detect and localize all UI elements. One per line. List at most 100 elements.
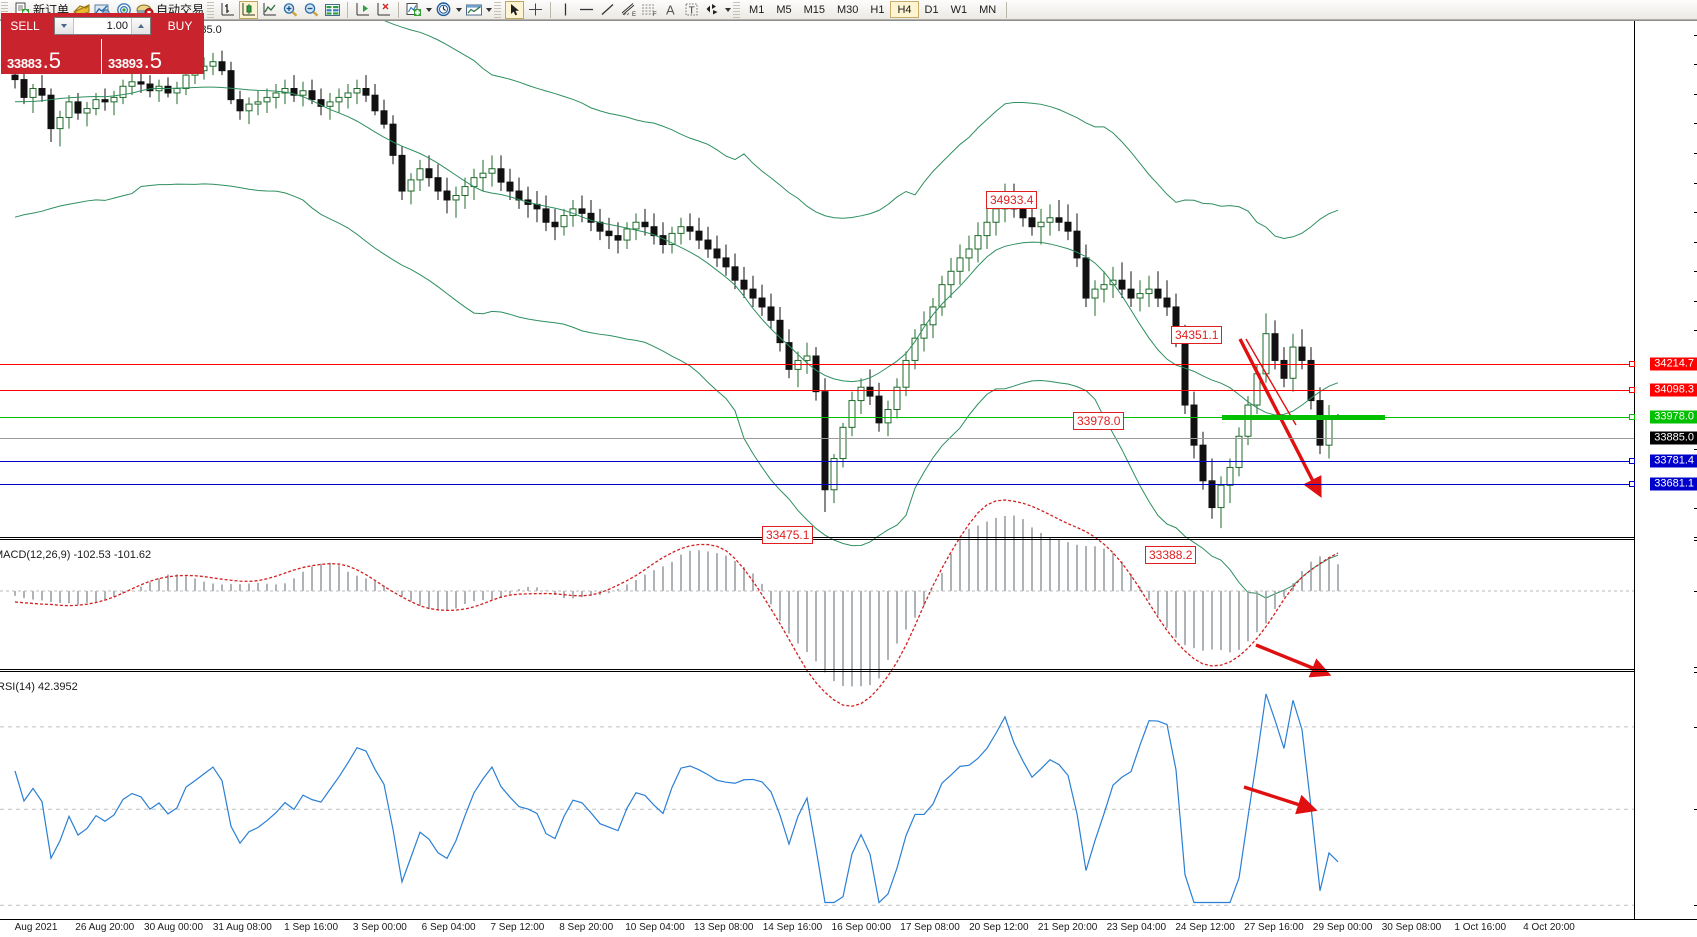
- candlestick-chart-icon[interactable]: [239, 0, 259, 19]
- cursor-icon[interactable]: [505, 0, 525, 19]
- text-label-icon[interactable]: T: [682, 1, 701, 19]
- volume-value[interactable]: 1.00: [106, 20, 128, 32]
- timeframe-mn[interactable]: MN: [979, 3, 997, 16]
- equidistant-channel-icon[interactable]: E: [619, 1, 638, 19]
- pane-divider-macd-top-2: [0, 539, 1697, 540]
- period-clock-icon[interactable]: [434, 1, 453, 19]
- toolbar-grip-3[interactable]: [494, 1, 502, 18]
- pane-divider-rsi-top: [0, 669, 1697, 670]
- time-tick: 29 Sep 00:00: [1312, 922, 1373, 933]
- timeframe-m1[interactable]: M1: [749, 3, 765, 16]
- volume-increase-icon[interactable]: [131, 18, 150, 34]
- indicators-icon[interactable]: [72, 1, 91, 19]
- chart-shift-icon[interactable]: [353, 1, 372, 19]
- sell-price[interactable]: 33883.5: [1, 39, 102, 74]
- timeframe-m30[interactable]: M30: [837, 3, 859, 16]
- time-tick: 4 Oct 20:00: [1523, 922, 1575, 933]
- one-click-trading-panel[interactable]: SELL 1.00 BUY 33883.5 33893.5: [1, 13, 204, 74]
- level-price-badge[interactable]: 33681.1: [1650, 477, 1697, 491]
- bollinger-bands: [14, 21, 1339, 599]
- arrows-dropdown-icon[interactable]: [723, 2, 732, 18]
- price-callout[interactable]: 33388.2: [1145, 546, 1197, 564]
- level-line[interactable]: [0, 390, 1634, 391]
- market-watch-icon[interactable]: [93, 1, 112, 19]
- timeframe-h4[interactable]: H4: [890, 1, 919, 18]
- trend-arrow[interactable]: [1243, 785, 1318, 815]
- level-handle[interactable]: [1629, 481, 1635, 487]
- trend-arrow[interactable]: [1255, 643, 1332, 678]
- auto-scroll-icon[interactable]: [374, 1, 393, 19]
- time-tick: 24 Sep 12:00: [1175, 922, 1235, 933]
- svg-text:E: E: [632, 12, 636, 17]
- price-callout[interactable]: 34351.1: [1171, 326, 1223, 344]
- price-tick-mark: [1694, 241, 1697, 243]
- buy-price[interactable]: 33893.5: [102, 39, 204, 74]
- text-icon[interactable]: A: [661, 1, 680, 19]
- zoom-in-icon[interactable]: [281, 1, 300, 19]
- level-price-badge[interactable]: 34098.3: [1650, 383, 1697, 397]
- volume-dropdown-icon[interactable]: [55, 18, 74, 34]
- crosshair-icon[interactable]: [526, 1, 545, 19]
- level-price-badge[interactable]: 33885.0: [1650, 431, 1697, 445]
- analysis-annotations[interactable]: [1238, 338, 1332, 815]
- rsi-tick-mark: [1694, 809, 1697, 811]
- timeframe-m15[interactable]: M15: [803, 3, 825, 16]
- horizontal-line-icon[interactable]: [577, 1, 596, 19]
- time-tick: 26 Aug 20:00: [75, 922, 135, 933]
- price-callout[interactable]: 33475.1: [762, 526, 814, 544]
- add-indicator-icon[interactable]: [404, 1, 423, 19]
- time-tick: 17 Sep 08:00: [900, 922, 960, 933]
- macd-tick-mark: [1694, 667, 1697, 668]
- volume-stepper[interactable]: 1.00: [54, 17, 151, 35]
- time-tick: 13 Sep 08:00: [693, 922, 754, 933]
- toolbar-grip-2[interactable]: [207, 1, 215, 18]
- level-handle[interactable]: [1629, 414, 1635, 420]
- timeframe-h1[interactable]: H1: [870, 3, 885, 16]
- buy-button[interactable]: BUY: [156, 13, 204, 39]
- time-axis[interactable]: Aug 2021 26 Aug 20:00 30 Aug 00:00 31 Aug 0…: [0, 919, 1697, 936]
- volume-control[interactable]: 1.00: [49, 13, 156, 39]
- trendline-icon[interactable]: [598, 1, 617, 19]
- arrows-icon[interactable]: [703, 1, 722, 19]
- level-line[interactable]: [0, 438, 1634, 439]
- time-tick: 30 Sep 08:00: [1381, 922, 1442, 933]
- chart-window[interactable]: DJ30-,H4 33889.0 33890.0 33885.0 33885.0…: [0, 20, 1697, 936]
- level-line[interactable]: [0, 484, 1634, 485]
- toolbar-grip[interactable]: [1, 1, 8, 18]
- trend-arrow[interactable]: [1238, 338, 1322, 498]
- price-tick-mark: [1694, 152, 1697, 154]
- support-zone-marker[interactable]: [1222, 415, 1385, 420]
- downtrend-line[interactable]: [1245, 338, 1297, 426]
- level-price-badge[interactable]: 34214.7: [1650, 357, 1697, 371]
- templates-dropdown-icon[interactable]: [484, 2, 493, 18]
- templates-icon[interactable]: [464, 1, 483, 19]
- toolbar-separator-1: [347, 1, 349, 18]
- sell-button[interactable]: SELL: [1, 13, 49, 39]
- period-dropdown-icon[interactable]: [454, 2, 463, 18]
- price-tick-mark: [1694, 35, 1697, 36]
- level-line[interactable]: [0, 364, 1634, 365]
- add-indicator-dropdown-icon[interactable]: [424, 2, 433, 18]
- timeframe-w1[interactable]: W1: [950, 3, 968, 16]
- zoom-out-icon[interactable]: [302, 1, 321, 19]
- level-line[interactable]: [0, 417, 1634, 418]
- level-handle[interactable]: [1629, 387, 1635, 393]
- price-callout[interactable]: 33978.0: [1073, 412, 1125, 430]
- vertical-line-icon[interactable]: [556, 1, 575, 19]
- line-chart-icon[interactable]: [260, 1, 279, 19]
- price-callout[interactable]: 34933.4: [986, 191, 1038, 209]
- price-axis[interactable]: 35600.035468.035336.035204.035072.034936…: [1635, 21, 1697, 921]
- timeframe-d1[interactable]: D1: [924, 3, 939, 16]
- level-handle[interactable]: [1629, 361, 1635, 367]
- level-price-badge[interactable]: 33781.4: [1650, 454, 1697, 468]
- data-window-icon[interactable]: [323, 1, 342, 19]
- bar-chart-icon[interactable]: [218, 1, 237, 19]
- time-tick: 10 Sep 04:00: [625, 922, 685, 933]
- fibonacci-retracement-icon[interactable]: F: [640, 1, 659, 19]
- sell-price-fraction: .5: [42, 48, 62, 73]
- level-line[interactable]: [0, 461, 1634, 462]
- level-handle[interactable]: [1629, 458, 1635, 464]
- toolbar-grip-4[interactable]: [733, 1, 741, 18]
- level-price-badge[interactable]: 33978.0: [1650, 410, 1697, 424]
- timeframe-m5[interactable]: M5: [776, 3, 792, 16]
